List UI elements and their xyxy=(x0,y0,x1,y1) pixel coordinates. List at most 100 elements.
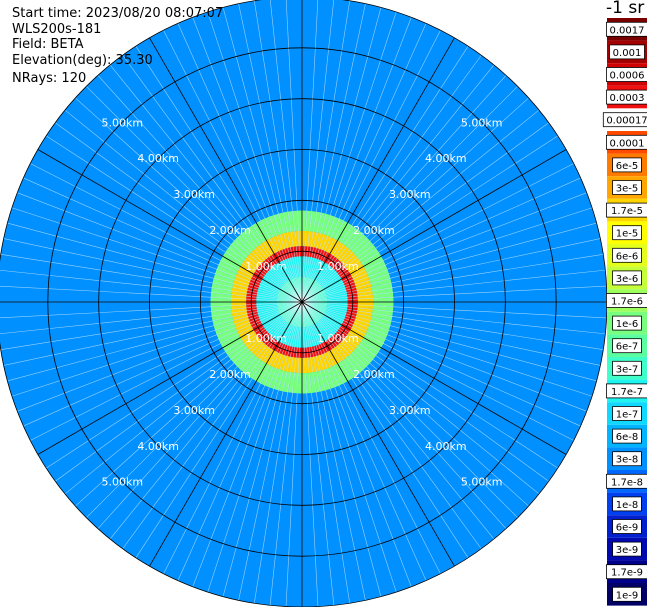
ppi-cell xyxy=(227,244,247,261)
ppi-cell xyxy=(238,266,254,277)
ppi-cell xyxy=(390,321,427,335)
ppi-cell xyxy=(326,389,342,425)
ppi-cell xyxy=(345,334,360,347)
ppi-cell xyxy=(254,246,267,261)
ppi-cell xyxy=(269,320,285,336)
ppi-cell xyxy=(37,136,196,239)
colorbar-label-box xyxy=(612,247,642,263)
ppi-cell xyxy=(345,257,360,269)
ppi-cell xyxy=(55,377,204,494)
ppi-cell xyxy=(325,285,346,295)
ppi-cell xyxy=(377,400,494,549)
ppi-cell xyxy=(225,248,245,264)
ppi-cell xyxy=(361,252,382,267)
ppi-cell xyxy=(339,341,353,355)
ppi-cell xyxy=(391,316,428,328)
ppi-cell xyxy=(326,308,347,316)
colorbar-label-box xyxy=(602,112,647,128)
ppi-cell xyxy=(46,123,199,233)
ppi-cell xyxy=(232,283,248,291)
ppi-cell xyxy=(212,278,234,288)
colorbar-label-box xyxy=(612,519,642,534)
colorbar-label: 1e-6 xyxy=(616,319,639,330)
ppi-cell xyxy=(136,408,239,567)
ppi-cell xyxy=(263,349,275,364)
ppi-cell xyxy=(314,262,327,281)
ppi-cell xyxy=(313,371,322,393)
ppi-cell xyxy=(367,327,388,339)
ppi-cell xyxy=(415,163,581,250)
ppi-cell xyxy=(174,295,211,302)
ppi-cell xyxy=(330,218,344,239)
ppi-cell xyxy=(277,323,290,342)
ppi-cell xyxy=(324,236,335,253)
ppi-cell xyxy=(322,235,331,251)
ppi-cell xyxy=(327,294,348,300)
ppi-cell xyxy=(273,265,287,283)
ppi-cell xyxy=(212,366,241,397)
ppi-cell xyxy=(427,315,606,349)
ppi-cell xyxy=(256,304,277,310)
ppi-cell xyxy=(262,314,281,327)
ppi-cell xyxy=(273,213,284,235)
ppi-cell xyxy=(323,277,342,290)
ppi-cell xyxy=(297,373,302,394)
ppi-cell xyxy=(280,233,288,249)
ppi-cell xyxy=(271,266,286,284)
ppi-cell xyxy=(389,262,425,278)
ppi-cell xyxy=(261,313,280,325)
colorbar-label-box xyxy=(606,293,647,308)
ppi-cell xyxy=(271,320,287,338)
ppi-cell xyxy=(244,357,261,377)
colorbar-label: 6e-7 xyxy=(616,342,639,353)
radial-line xyxy=(301,301,567,455)
ppi-cell xyxy=(207,212,238,241)
ppi-cell xyxy=(273,353,282,369)
ppi-cell xyxy=(17,348,186,427)
ppi-cell xyxy=(357,304,374,310)
ppi-cell xyxy=(366,212,397,241)
ppi-cell xyxy=(244,228,260,247)
ppi-cell xyxy=(215,324,236,335)
ppi-cell xyxy=(289,393,298,429)
colorbar-label: 1e-7 xyxy=(616,410,639,421)
ppi-cell xyxy=(343,254,358,267)
ppi-cell xyxy=(350,266,366,277)
ppi-cell xyxy=(277,262,290,281)
ppi-cell xyxy=(111,401,228,549)
ppi-cell xyxy=(75,87,212,217)
ppi-cell xyxy=(325,179,341,215)
colorbar-label: 0.001 xyxy=(613,48,642,59)
ppi-cell xyxy=(278,212,287,234)
ppi-cell xyxy=(428,286,607,302)
ppi-cell xyxy=(313,261,325,280)
ppi-cell xyxy=(234,276,250,285)
ppi-cell xyxy=(257,345,270,360)
range-ring-labels: 1.00km 1.00km 1.00km 1.00km 2.00km 2.00km 2.00… xyxy=(101,116,502,488)
ppi-cell xyxy=(211,283,233,291)
ppi-cell xyxy=(279,324,291,343)
ppi-cell xyxy=(404,122,558,233)
ppi-cell xyxy=(283,325,293,345)
ppi-cell xyxy=(324,312,344,323)
ppi-cell xyxy=(299,327,302,348)
ppi-cell xyxy=(426,238,604,282)
ppi-cell xyxy=(309,325,319,346)
ppi-cell xyxy=(282,392,293,429)
colorbar-label-box xyxy=(606,202,647,218)
ppi-cell xyxy=(396,381,540,506)
ppi-cell xyxy=(230,294,247,300)
ppi-cell xyxy=(320,317,338,333)
ppi-cell xyxy=(370,278,392,287)
radial-line xyxy=(37,301,303,455)
ppi-cell xyxy=(311,259,321,279)
ppi-cell xyxy=(0,322,178,366)
ppi-cell xyxy=(313,232,321,248)
range-ring-label: 1.00km xyxy=(245,332,287,345)
ppi-cell xyxy=(285,258,295,279)
ppi-cell xyxy=(356,373,382,405)
ppi-cell xyxy=(316,391,329,428)
ppi-cell xyxy=(228,344,247,360)
ppi-cell xyxy=(0,255,177,289)
ppi-cell xyxy=(326,292,348,298)
